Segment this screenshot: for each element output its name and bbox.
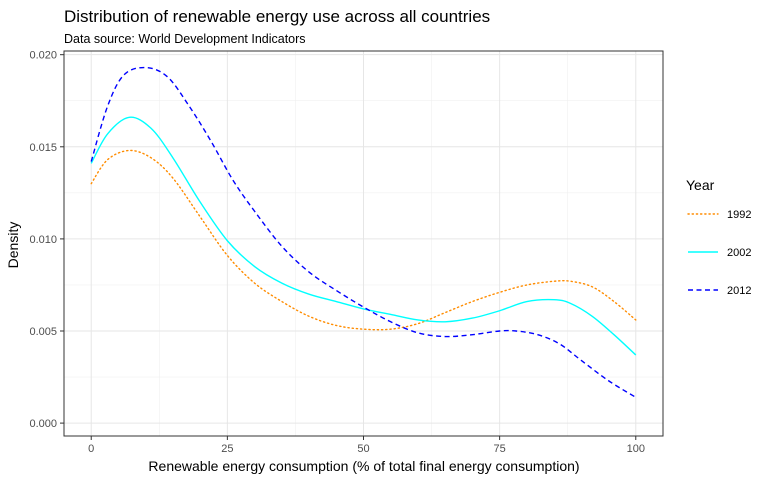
major-gridlines (64, 51, 663, 436)
y-axis: 0.000 0.005 0.010 0.015 0.020 (29, 50, 64, 430)
density-lines (90, 66, 637, 398)
x-tick-label: 0 (88, 443, 94, 455)
legend-label-2002: 2002 (727, 247, 751, 259)
chart-title: Distribution of renewable energy use acr… (64, 7, 490, 26)
x-axis-title: Renewable energy consumption (% of total… (148, 458, 579, 474)
y-tick-label: 0.000 (29, 418, 57, 430)
y-tick-label: 0.015 (29, 142, 57, 154)
legend-label-1992: 1992 (727, 209, 751, 221)
x-tick-label: 75 (494, 443, 506, 455)
legend-label-2012: 2012 (727, 285, 751, 297)
x-tick-label: 100 (627, 443, 645, 455)
series-line-1992 (90, 149, 637, 331)
y-tick-label: 0.020 (29, 50, 57, 62)
chart-subtitle: Data source: World Development Indicator… (64, 32, 306, 46)
legend-title: Year (686, 177, 715, 193)
y-tick-label: 0.010 (29, 234, 57, 246)
x-tick-label: 25 (221, 443, 233, 455)
x-axis: 0 25 50 75 100 (88, 436, 645, 455)
series-line-2012 (90, 66, 637, 398)
y-tick-label: 0.005 (29, 326, 57, 338)
y-axis-title: Density (5, 222, 21, 269)
legend: Year 1992 2002 2012 (686, 177, 751, 297)
series-line-2002 (90, 116, 637, 356)
x-tick-label: 50 (357, 443, 369, 455)
